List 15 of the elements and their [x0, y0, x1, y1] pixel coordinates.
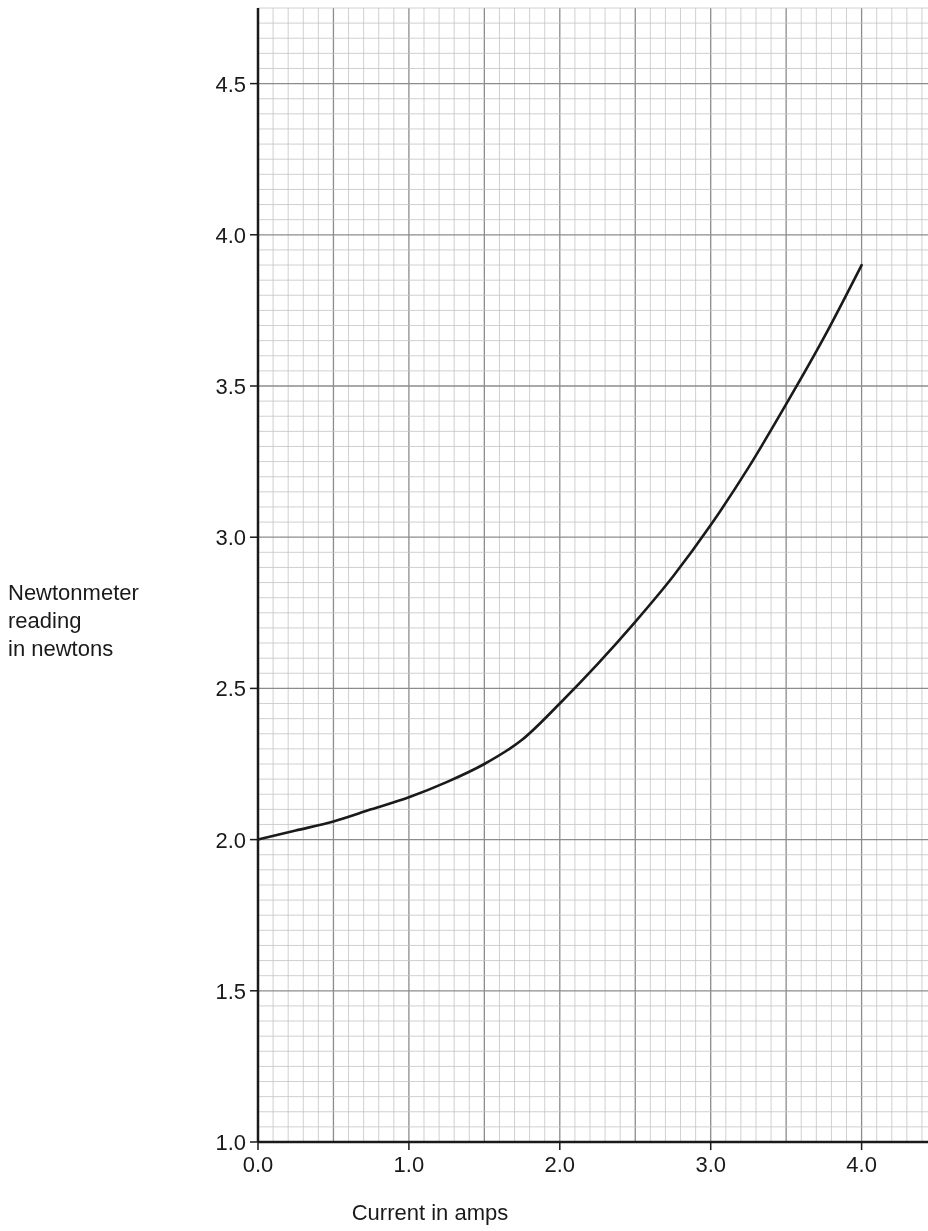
x-tick-label: 4.0 — [846, 1152, 877, 1177]
y-axis-title: Newtonmeter reading in newtons — [8, 580, 139, 661]
y-tick-label: 2.0 — [215, 827, 246, 853]
x-tick-label: 1.0 — [393, 1152, 425, 1177]
y-tick-label: 4.5 — [215, 71, 246, 97]
x-tick-label: 3.0 — [695, 1152, 726, 1177]
y-tick-label: 1.0 — [215, 1130, 246, 1155]
y-tick-label: 3.0 — [215, 525, 246, 551]
x-axis-title: Current in amps — [351, 1200, 509, 1225]
x-tick-label: 2.0 — [544, 1152, 576, 1177]
y-tick-label: 2.5 — [215, 676, 246, 702]
y-tick-label: 3.5 — [215, 374, 246, 399]
y-tick-label: 4.0 — [215, 222, 246, 248]
x-tick-label: 0.0 — [242, 1152, 274, 1177]
y-tick-label: 1.5 — [215, 978, 246, 1004]
